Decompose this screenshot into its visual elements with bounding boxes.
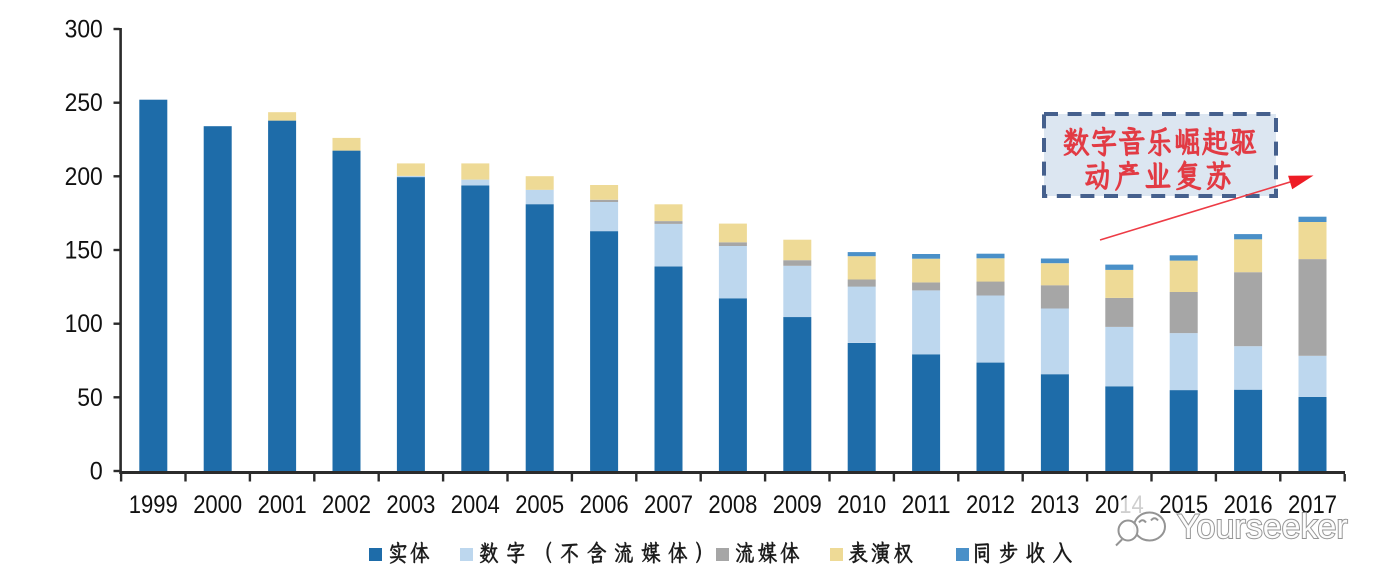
svg-text:2008: 2008: [708, 491, 757, 519]
svg-text:2007: 2007: [644, 491, 693, 519]
svg-text:2005: 2005: [515, 491, 564, 519]
svg-text:2011: 2011: [902, 491, 951, 519]
svg-text:2012: 2012: [966, 491, 1015, 519]
svg-text:2000: 2000: [193, 491, 242, 519]
svg-text:200: 200: [65, 163, 103, 191]
svg-text:0: 0: [90, 458, 103, 486]
svg-text:300: 300: [65, 16, 103, 44]
svg-text:2017: 2017: [1288, 491, 1337, 519]
svg-text:100: 100: [65, 310, 103, 338]
svg-text:Yourseeker: Yourseeker: [1177, 508, 1348, 546]
svg-text:2013: 2013: [1030, 491, 1079, 519]
svg-text:2006: 2006: [580, 491, 629, 519]
svg-text:1999: 1999: [129, 491, 178, 519]
svg-text:2009: 2009: [773, 491, 822, 519]
svg-text:2004: 2004: [451, 491, 500, 519]
svg-text:2016: 2016: [1224, 491, 1273, 519]
svg-text:50: 50: [77, 384, 103, 412]
svg-text:2002: 2002: [322, 491, 371, 519]
svg-text:150: 150: [65, 237, 103, 265]
svg-text:250: 250: [65, 89, 103, 117]
svg-text:2015: 2015: [1159, 491, 1208, 519]
svg-text:2001: 2001: [258, 491, 307, 519]
svg-text:2003: 2003: [386, 491, 435, 519]
svg-text:2010: 2010: [837, 491, 886, 519]
